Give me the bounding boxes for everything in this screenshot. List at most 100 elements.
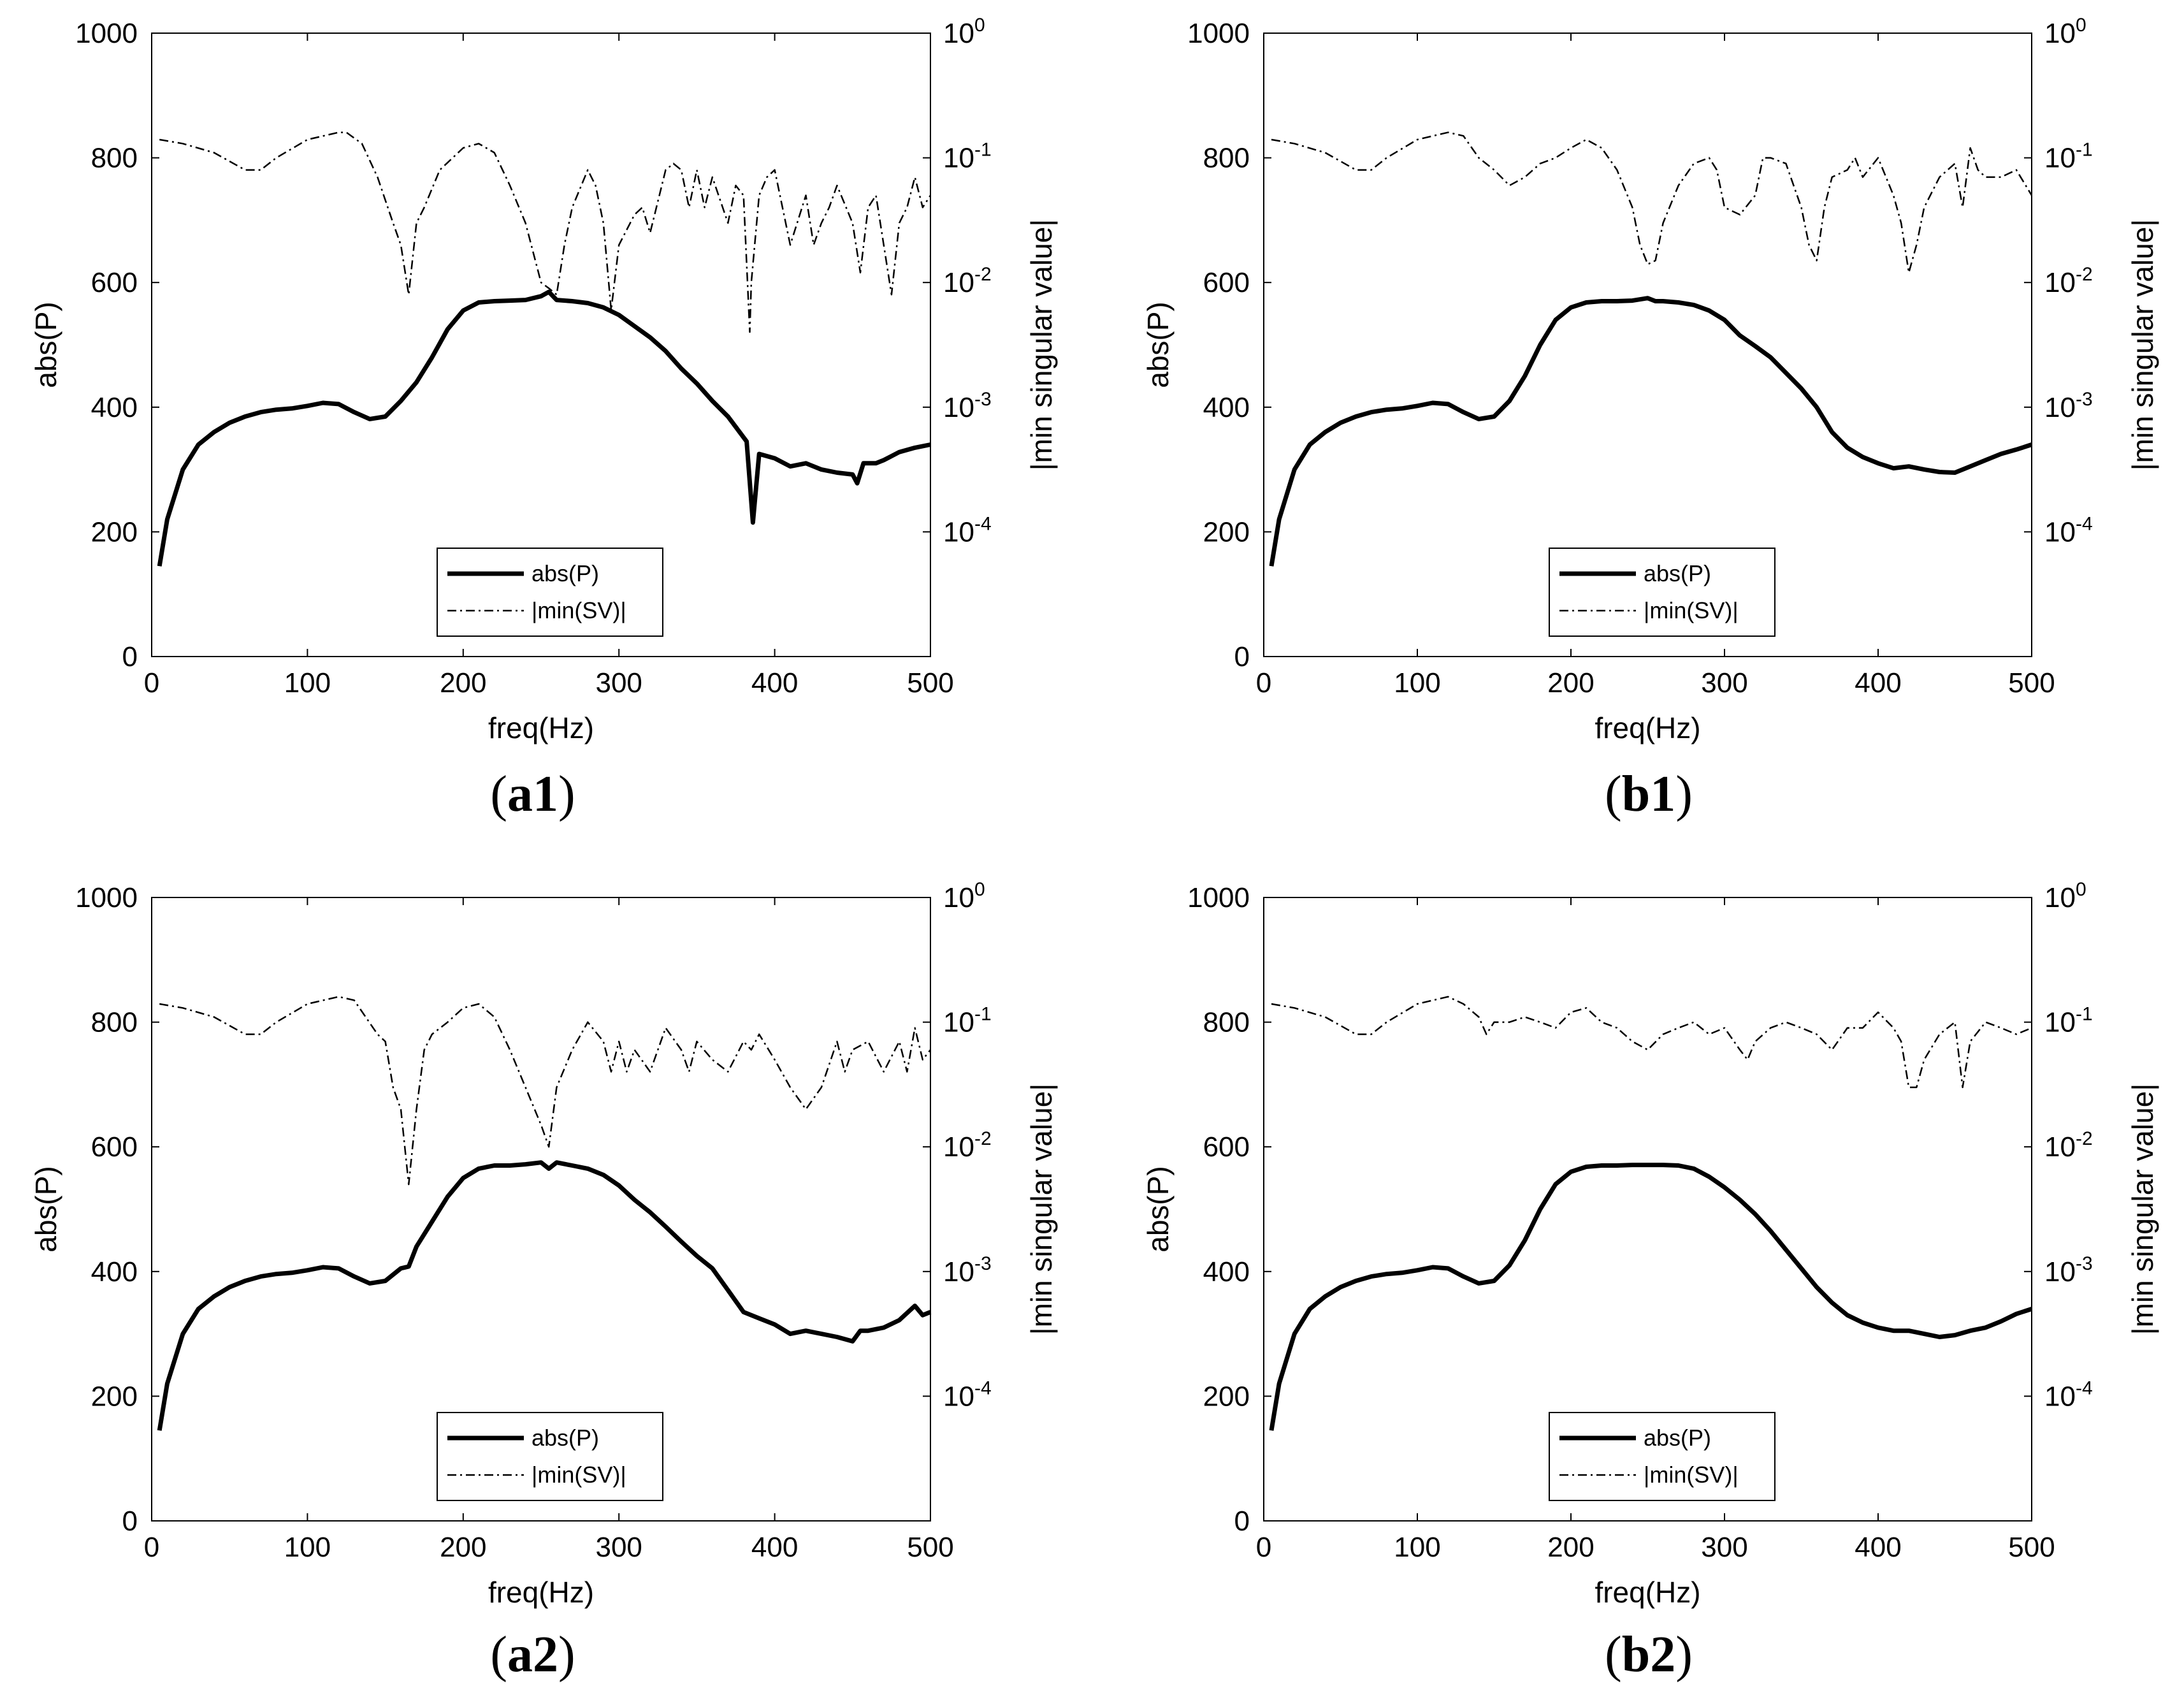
min-sv-series-line xyxy=(159,996,931,1186)
tick-exponent: 0 xyxy=(974,879,985,900)
tick-exponent: 0 xyxy=(2076,879,2086,900)
y-left-axis-title: abs(P) xyxy=(1141,1166,1175,1252)
y-right-tick-label: 10-4 xyxy=(943,513,992,548)
x-axis-title: freq(Hz) xyxy=(1595,1576,1700,1609)
y-left-tick-label: 800 xyxy=(1203,143,1250,174)
x-tick-label: 500 xyxy=(907,667,953,699)
y-left-tick-label: 400 xyxy=(1203,1256,1250,1288)
tick-base: 10 xyxy=(2044,882,2076,913)
min-sv-series-line xyxy=(159,131,932,333)
tick-exponent: -1 xyxy=(974,1004,992,1025)
legend-label-abs-p: abs(P) xyxy=(1644,560,1711,586)
y-left-tick-label: 0 xyxy=(1234,641,1250,672)
tick-exponent: -1 xyxy=(974,140,992,161)
chart-panel-b1: 0 100 200 300 400 5000200400600800100010-410-… xyxy=(1141,15,2159,822)
plot-area-frame xyxy=(1263,897,2032,1522)
panel-caption: (b2) xyxy=(1605,1627,1693,1683)
tick-exponent: -1 xyxy=(2076,140,2093,161)
y-left-tick-label: 400 xyxy=(1203,392,1250,423)
panel-caption-paren: ( xyxy=(1605,766,1622,822)
min-sv-series-line xyxy=(1271,996,2032,1089)
tick-base: 10 xyxy=(2044,1256,2076,1288)
x-tick-label: 500 xyxy=(907,1532,953,1563)
tick-base: 10 xyxy=(943,882,974,913)
y-left-tick-label: 0 xyxy=(122,1506,138,1537)
tick-exponent: 0 xyxy=(2076,15,2086,36)
y-left-tick-label: 600 xyxy=(1203,1131,1250,1163)
tick-exponent: -4 xyxy=(2076,1377,2093,1398)
panel-caption-id: a1 xyxy=(507,766,558,822)
x-tick-label: 200 xyxy=(1547,667,1594,699)
abs-p-series-line xyxy=(1269,296,2033,567)
legend-box xyxy=(437,1412,663,1501)
legend-label-abs-p: abs(P) xyxy=(532,1425,599,1451)
tick-exponent: -4 xyxy=(2076,513,2093,534)
legend-label-min-sv: |min(SV)| xyxy=(532,597,626,623)
tick-exponent: -3 xyxy=(2076,389,2093,410)
tick-base: 10 xyxy=(943,392,974,423)
y-right-tick-label: 10-4 xyxy=(2044,513,2093,548)
legend-box xyxy=(1549,548,1775,637)
x-tick-label: 400 xyxy=(751,1532,798,1563)
y-left-tick-label: 200 xyxy=(91,1381,138,1412)
y-right-tick-label: 100 xyxy=(943,879,985,913)
x-tick-label: 100 xyxy=(284,1532,331,1563)
y-right-tick-label: 10-4 xyxy=(2044,1377,2093,1412)
abs-p-series-line xyxy=(1269,1163,2033,1431)
y-right-tick-label: 10-3 xyxy=(2044,1253,2093,1288)
y-right-tick-label: 10-2 xyxy=(2044,264,2093,298)
abs-p-series-line xyxy=(157,289,931,567)
panel-caption-id: b2 xyxy=(1622,1627,1676,1683)
x-tick-label: 500 xyxy=(2008,1532,2055,1563)
tick-exponent: -4 xyxy=(974,1377,992,1398)
tick-base: 10 xyxy=(2044,1131,2076,1163)
tick-exponent: 0 xyxy=(974,15,985,36)
y-left-tick-label: 1000 xyxy=(75,18,138,49)
y-left-tick-label: 200 xyxy=(1203,1381,1250,1412)
tick-exponent: -3 xyxy=(2076,1253,2093,1274)
tick-base: 10 xyxy=(943,1256,974,1288)
y-left-tick-label: 800 xyxy=(1203,1007,1250,1038)
y-right-tick-label: 10-1 xyxy=(2044,1004,2093,1038)
x-tick-label: 200 xyxy=(1547,1532,1594,1563)
plot-area-frame xyxy=(151,897,931,1522)
y-left-tick-label: 0 xyxy=(1234,1506,1250,1537)
panel-caption-paren: ) xyxy=(1675,766,1693,822)
x-tick-label: 300 xyxy=(1701,1532,1747,1563)
y-left-tick-label: 200 xyxy=(91,516,138,548)
x-tick-label: 200 xyxy=(440,1532,486,1563)
legend-label-abs-p: abs(P) xyxy=(1644,1425,1711,1451)
y-right-axis-title: |min singular value| xyxy=(1025,219,1058,471)
y-left-tick-label: 600 xyxy=(91,267,138,298)
tick-exponent: -2 xyxy=(974,264,992,285)
legend: abs(P) |min(SV)| xyxy=(437,1412,663,1501)
y-left-tick-label: 400 xyxy=(91,392,138,423)
y-right-tick-label: 100 xyxy=(943,15,985,49)
tick-exponent: -1 xyxy=(2076,1004,2093,1025)
chart-panel-a1: 0 100 200 300 400 5000200400600800100010-410-… xyxy=(29,15,1058,822)
x-tick-label: 100 xyxy=(1394,667,1440,699)
x-axis-title: freq(Hz) xyxy=(488,1576,594,1609)
tick-base: 10 xyxy=(943,267,974,298)
tick-base: 10 xyxy=(2044,18,2076,49)
tick-exponent: -2 xyxy=(974,1128,992,1149)
y-left-tick-label: 1000 xyxy=(1187,882,1250,913)
y-left-tick-label: 1000 xyxy=(1187,18,1250,49)
y-left-tick-label: 1000 xyxy=(75,882,138,913)
x-tick-label: 100 xyxy=(284,667,331,699)
min-sv-series-line xyxy=(1271,131,2033,273)
panel-caption-paren: ( xyxy=(490,1627,507,1683)
tick-base: 10 xyxy=(2044,392,2076,423)
y-right-tick-label: 100 xyxy=(2044,15,2086,49)
y-left-tick-label: 800 xyxy=(91,1007,138,1038)
y-right-tick-label: 10-1 xyxy=(943,140,992,174)
panel-caption-paren: ) xyxy=(558,766,575,822)
tick-base: 10 xyxy=(2044,516,2076,548)
y-left-axis-title: abs(P) xyxy=(29,301,62,388)
y-right-tick-label: 10-2 xyxy=(2044,1128,2093,1163)
tick-base: 10 xyxy=(943,143,974,174)
y-right-tick-label: 10-1 xyxy=(943,1004,992,1038)
y-right-axis-title: |min singular value| xyxy=(1025,1084,1058,1335)
plot-area-frame xyxy=(151,33,931,657)
x-tick-label: 300 xyxy=(595,667,642,699)
